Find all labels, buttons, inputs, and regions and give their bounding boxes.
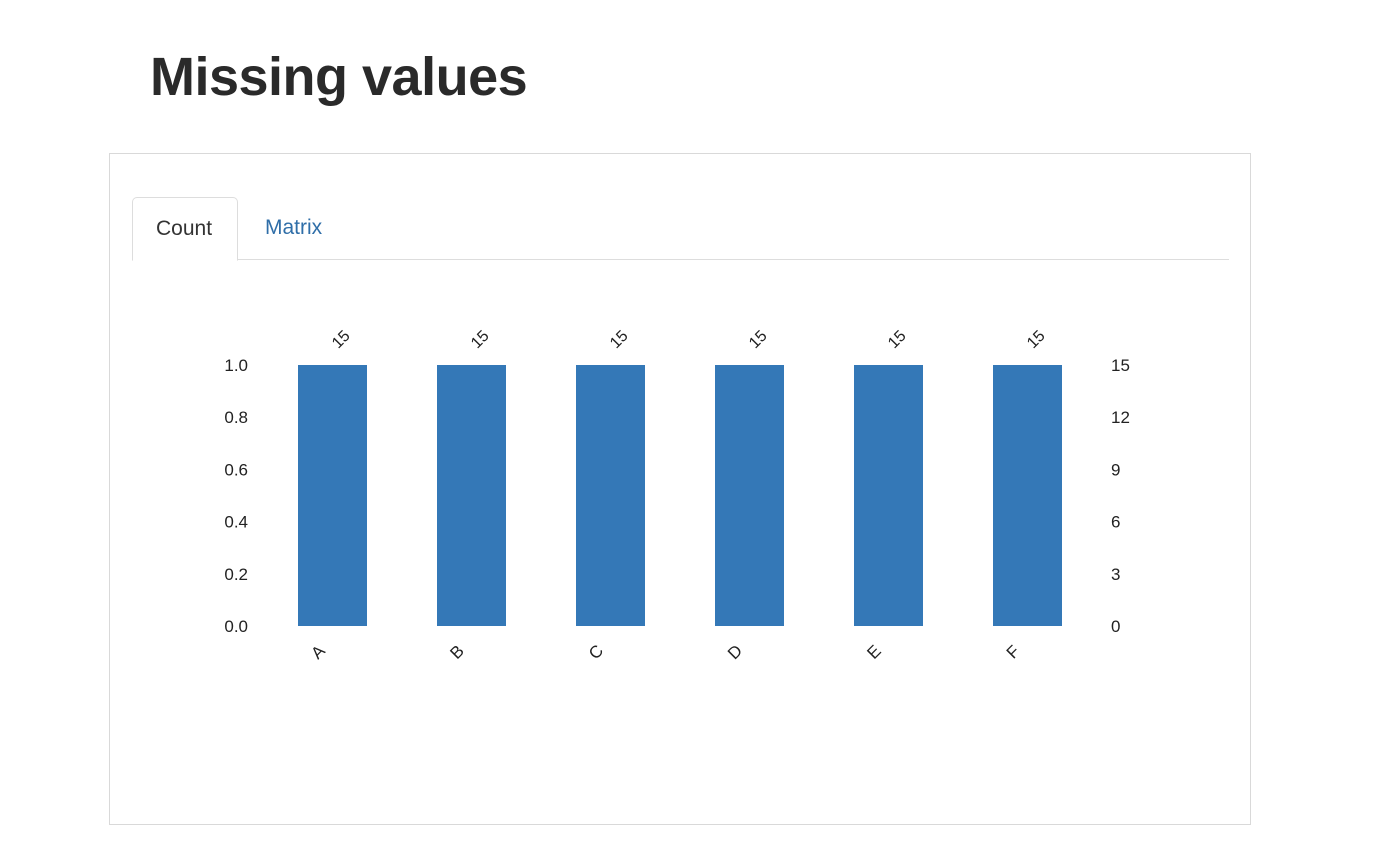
right-axis-tick-label: 9 <box>1111 460 1120 479</box>
bar-B <box>437 365 506 626</box>
category-label: B <box>446 641 467 662</box>
bar-value-label: 15 <box>468 327 493 352</box>
left-axis-tick-label: 0.4 <box>224 513 248 532</box>
category-label: F <box>1003 642 1024 663</box>
category-label: C <box>585 641 607 663</box>
bar-value-label: 15 <box>329 327 354 352</box>
right-axis-tick-label: 15 <box>1111 356 1130 375</box>
right-axis-tick-label: 0 <box>1111 617 1120 636</box>
category-label: A <box>307 641 329 663</box>
left-axis-tick-label: 0.6 <box>224 460 248 479</box>
bar-value-label: 15 <box>885 327 910 352</box>
left-axis-tick-label: 0.2 <box>224 565 248 584</box>
bar-D <box>715 365 784 626</box>
bar-E <box>854 365 923 626</box>
bar-F <box>993 365 1062 626</box>
bar-value-label: 15 <box>1024 327 1049 352</box>
right-axis-tick-label: 12 <box>1111 408 1130 427</box>
bar-A <box>298 365 367 626</box>
left-axis-tick-label: 0.8 <box>224 408 248 427</box>
tab-bar: Count Matrix <box>132 197 1229 261</box>
right-axis-tick-label: 3 <box>1111 565 1120 584</box>
bar-value-label: 15 <box>607 327 632 352</box>
left-axis-tick-label: 1.0 <box>224 356 248 375</box>
category-label: E <box>863 641 884 662</box>
bar-C <box>576 365 645 626</box>
tab-count[interactable]: Count <box>132 197 238 261</box>
category-label: D <box>724 641 746 663</box>
bar-value-label: 15 <box>746 327 771 352</box>
right-axis-tick-label: 6 <box>1111 513 1120 532</box>
page-title: Missing values <box>150 47 528 107</box>
tab-matrix[interactable]: Matrix <box>265 216 323 239</box>
left-axis-tick-label: 0.0 <box>224 617 248 636</box>
